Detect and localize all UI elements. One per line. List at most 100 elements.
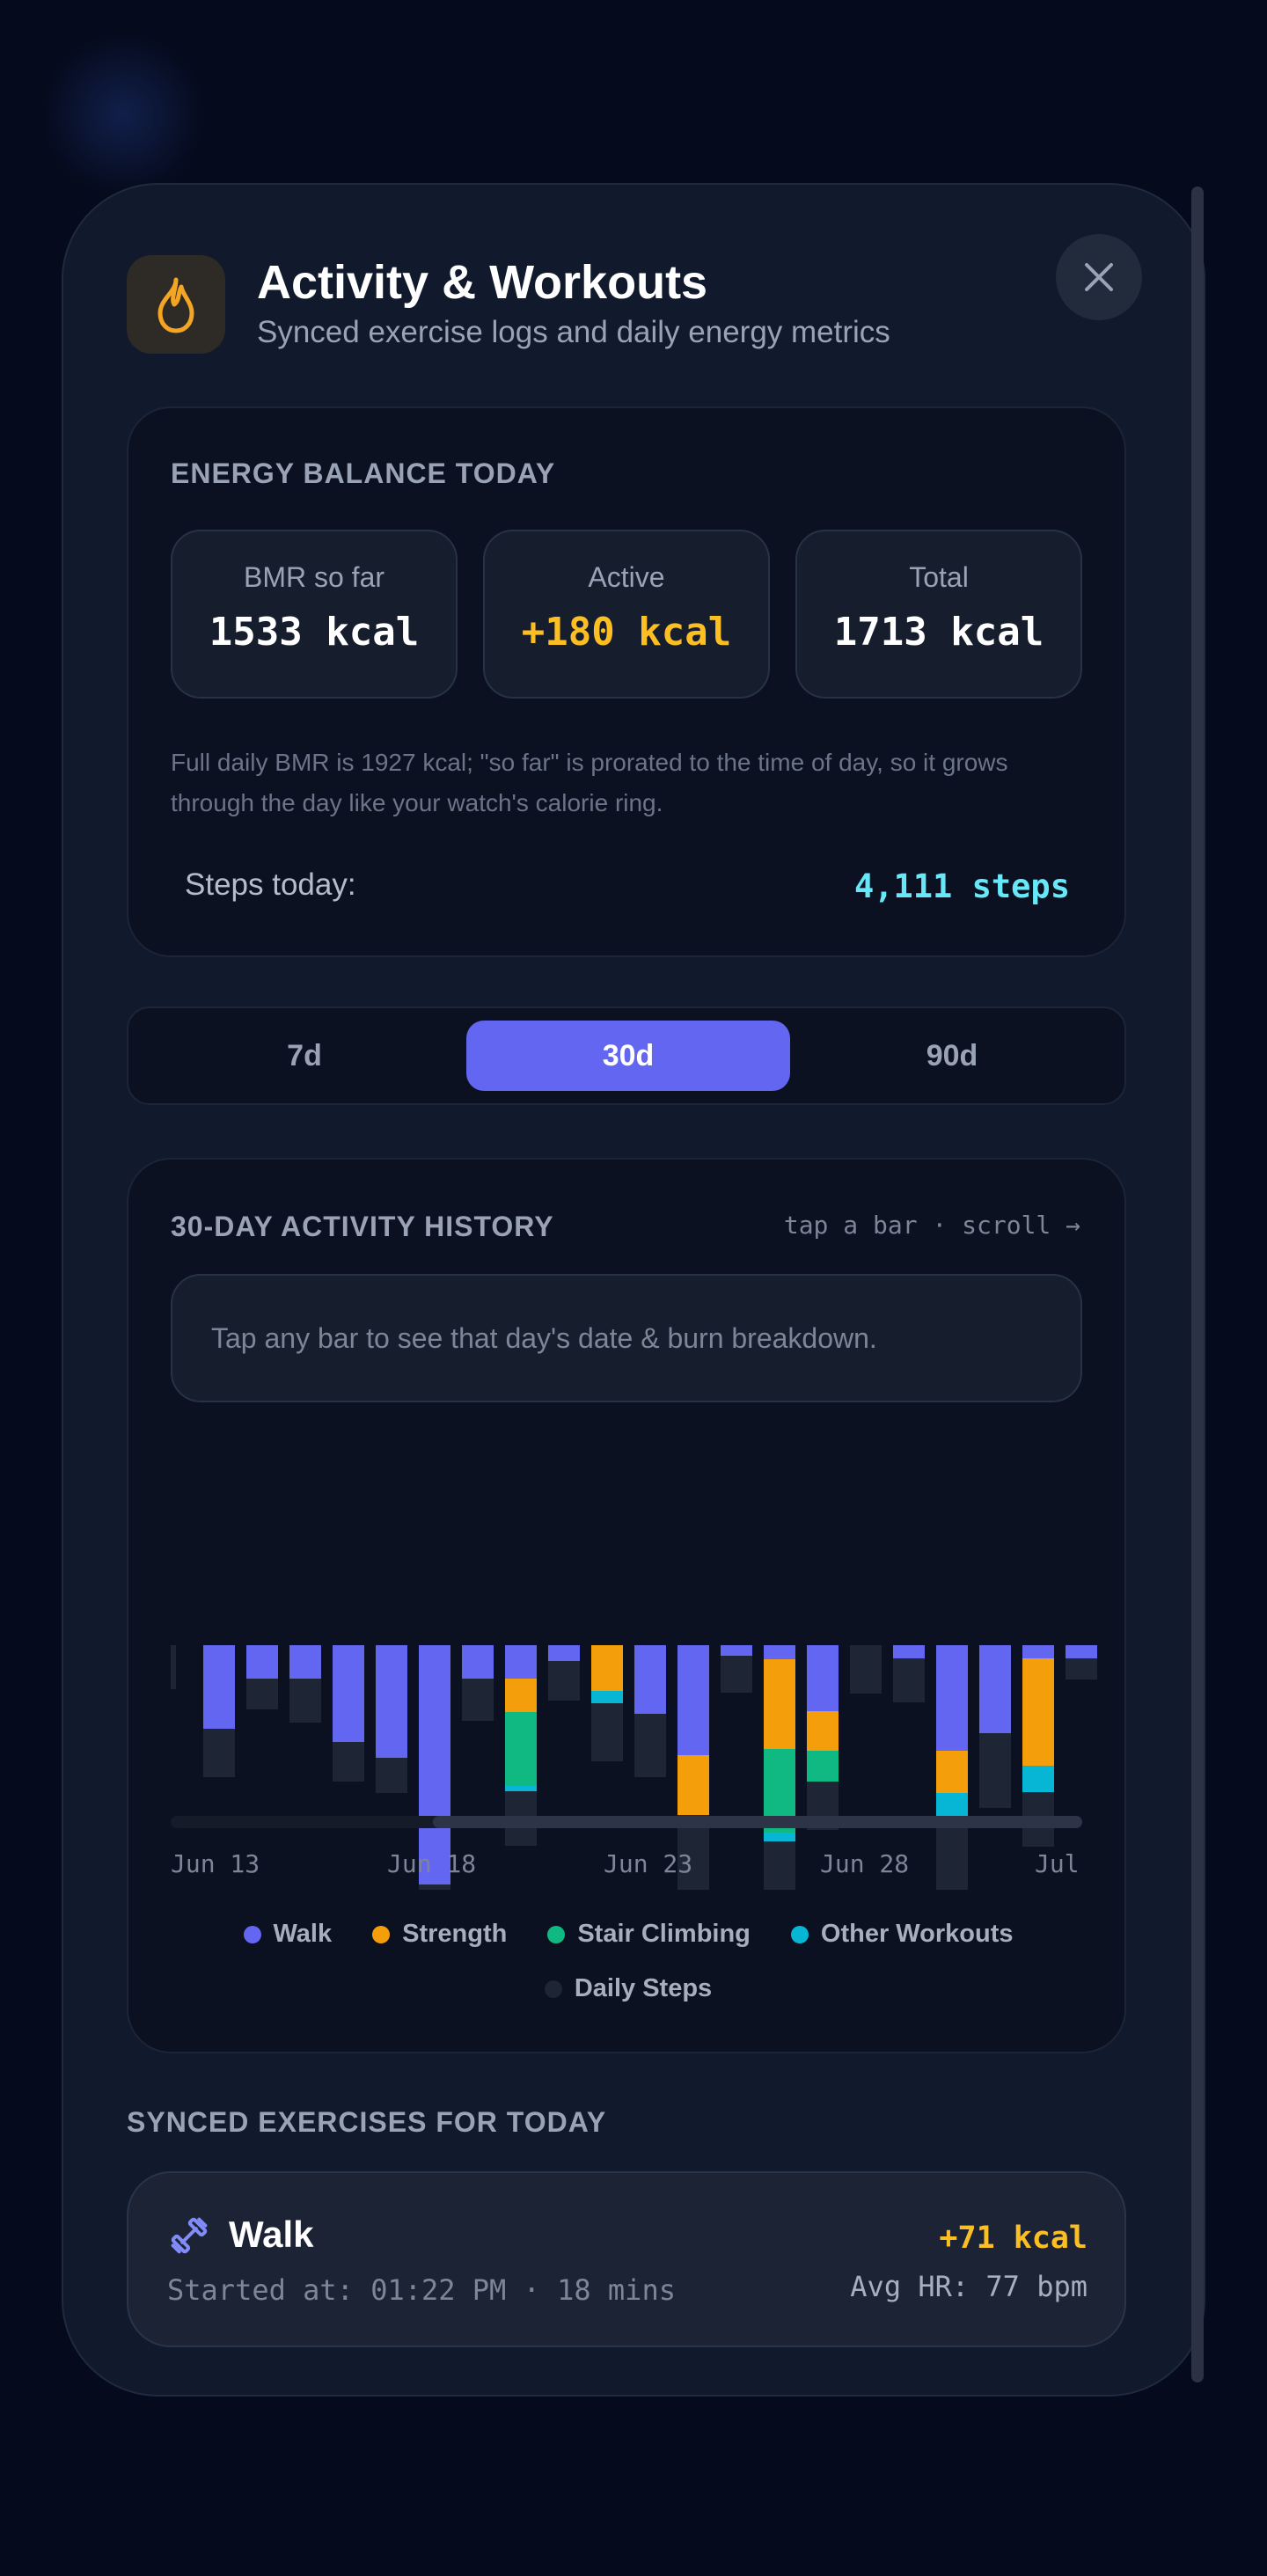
exercise-meta: Started at: 01:22 PM · 18 mins (167, 2273, 676, 2307)
activity-chart: Jun 13 Jun 18 Jun 23 Jun 28 Jul (171, 1645, 1097, 1890)
stat-value: 1713 kcal (833, 610, 1044, 655)
bar-walk-5[interactable] (376, 1645, 407, 1758)
bar-steps-16[interactable] (850, 1645, 882, 1694)
bar-strength-12[interactable] (677, 1755, 709, 1815)
stat-bmr: BMR so far 1533 kcal (171, 530, 458, 699)
bar-steps-5[interactable] (376, 1758, 407, 1793)
bar-other-8[interactable] (505, 1786, 537, 1791)
bar-steps-19[interactable] (979, 1733, 1011, 1808)
close-button[interactable] (1056, 234, 1142, 320)
bar-walk-17[interactable] (893, 1645, 925, 1658)
bar-steps-6[interactable] (419, 1884, 450, 1890)
bar-steps-9[interactable] (548, 1661, 580, 1701)
x-tick-label: Jun 18 (387, 1849, 476, 1878)
x-tick-label: Jul (1035, 1849, 1080, 1878)
bar-other-14[interactable] (764, 1833, 795, 1841)
legend-label: Stair Climbing (577, 1920, 751, 1948)
stat-label: BMR so far (243, 561, 385, 593)
stat-label: Active (588, 561, 665, 593)
bar-steps-2[interactable] (246, 1679, 278, 1709)
bar-steps-11[interactable] (634, 1714, 666, 1777)
bar-walk-8[interactable] (505, 1645, 537, 1679)
range-selector: 7d 30d 90d (127, 1006, 1126, 1105)
exercises-section-title: SYNCED EXERCISES FOR TODAY (127, 2106, 607, 2138)
bar-walk-6[interactable] (419, 1645, 450, 1884)
exercise-item[interactable]: Walk Started at: 01:22 PM · 18 mins +71 … (127, 2171, 1126, 2347)
exercise-name: Walk (229, 2214, 314, 2255)
activity-modal: Activity & Workouts Synced exercise logs… (62, 183, 1205, 2397)
bar-steps-3[interactable] (289, 1679, 321, 1723)
bar-walk-1[interactable] (203, 1645, 235, 1729)
bar-steps-21[interactable] (1066, 1658, 1097, 1680)
bar-strength-20[interactable] (1022, 1658, 1054, 1766)
bar-other-10[interactable] (591, 1691, 623, 1703)
modal-scrollbar[interactable] (1191, 187, 1204, 2382)
legend-dot (372, 1925, 391, 1943)
bar-steps-13[interactable] (721, 1656, 752, 1693)
legend-dot (544, 1980, 562, 1998)
legend-dot (547, 1925, 566, 1943)
stat-value: 1533 kcal (209, 610, 420, 655)
bar-other-18[interactable] (936, 1793, 968, 1818)
x-tick-label: Jun 23 (604, 1849, 692, 1878)
bar-walk-11[interactable] (634, 1645, 666, 1714)
energy-balance-card: ENERGY BALANCE TODAY BMR so far 1533 kca… (127, 406, 1126, 957)
bar-steps-18[interactable] (936, 1818, 968, 1890)
stat-value: +180 kcal (521, 610, 732, 655)
bar-walk-14[interactable] (764, 1645, 795, 1659)
bar-steps-7[interactable] (462, 1679, 494, 1721)
legend-other: Other Workouts (790, 1920, 1014, 1949)
chart-scroll-thumb[interactable] (433, 1816, 1082, 1828)
bar-walk-9[interactable] (548, 1645, 580, 1661)
legend-label: Walk (273, 1920, 333, 1948)
energy-section-title: ENERGY BALANCE TODAY (171, 457, 556, 489)
bar-strength-18[interactable] (936, 1751, 968, 1793)
bar-strength-8[interactable] (505, 1679, 537, 1712)
bar-walk-18[interactable] (936, 1645, 968, 1751)
bar-stair-15[interactable] (807, 1751, 839, 1782)
dumbbell-icon (171, 2217, 208, 2254)
chart-legend-row-2: Daily Steps (128, 1974, 1128, 2003)
bar-walk-19[interactable] (979, 1645, 1011, 1733)
bar-walk-12[interactable] (677, 1645, 709, 1755)
bar-strength-10[interactable] (591, 1645, 623, 1691)
exercise-kcal: +71 kcal (939, 2221, 1088, 2256)
range-90d-button[interactable]: 90d (926, 1038, 978, 1072)
background-glow (35, 35, 211, 194)
x-tick-label: Jun 28 (820, 1849, 909, 1878)
flame-icon (127, 255, 225, 354)
bar-strength-14[interactable] (764, 1659, 795, 1749)
legend-stair: Stair Climbing (547, 1920, 751, 1949)
bar-steps-10[interactable] (591, 1703, 623, 1761)
stat-label: Total (909, 561, 969, 593)
bar-walk-21[interactable] (1066, 1645, 1097, 1658)
bar-steps-4[interactable] (333, 1742, 364, 1782)
bar-walk-3[interactable] (289, 1645, 321, 1679)
range-30d-button[interactable]: 30d (466, 1021, 790, 1091)
bar-walk-15[interactable] (807, 1645, 839, 1711)
bar-steps-1[interactable] (203, 1729, 235, 1777)
bar-walk-4[interactable] (333, 1645, 364, 1742)
bar-walk-7[interactable] (462, 1645, 494, 1679)
legend-walk: Walk (243, 1920, 333, 1949)
bar-walk-2[interactable] (246, 1645, 278, 1679)
chart-legend: Walk Strength Stair Climbing Other Worko… (128, 1920, 1128, 1949)
range-7d-button[interactable]: 7d (287, 1038, 322, 1072)
legend-label: Daily Steps (574, 1974, 713, 2002)
history-section-title: 30-DAY ACTIVITY HISTORY (171, 1211, 554, 1242)
close-icon (1085, 263, 1113, 291)
legend-strength: Strength (372, 1920, 507, 1949)
bar-steps-14[interactable] (764, 1841, 795, 1890)
bar-walk-13[interactable] (721, 1645, 752, 1656)
bar-walk-20[interactable] (1022, 1645, 1054, 1658)
bar-steps-17[interactable] (893, 1658, 925, 1702)
legend-dot (243, 1925, 261, 1943)
bar-steps-0[interactable] (171, 1645, 176, 1689)
modal-subtitle: Synced exercise logs and daily energy me… (257, 315, 890, 349)
stat-active: Active +180 kcal (483, 530, 770, 699)
bar-info-box: Tap any bar to see that day's date & bur… (171, 1274, 1082, 1402)
bar-other-20[interactable] (1022, 1766, 1054, 1792)
legend-label: Strength (402, 1920, 508, 1948)
bar-stair-8[interactable] (505, 1712, 537, 1786)
bar-strength-15[interactable] (807, 1711, 839, 1751)
